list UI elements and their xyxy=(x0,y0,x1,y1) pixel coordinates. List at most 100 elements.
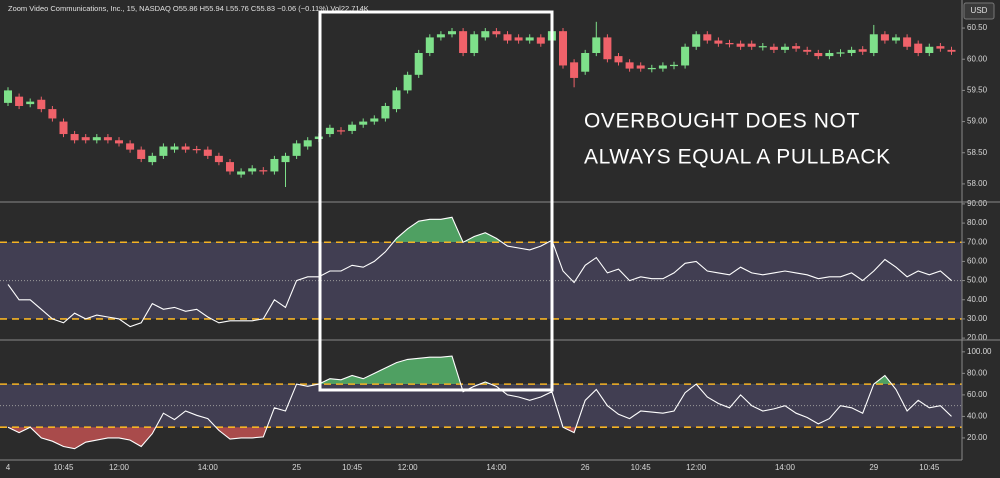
candle-body xyxy=(670,64,678,67)
y-tick-label: 59.00 xyxy=(967,117,988,126)
candle-body xyxy=(559,31,567,66)
x-tick-label: 14:00 xyxy=(198,463,219,472)
y-tick-label: 100.00 xyxy=(967,347,992,356)
candle-body xyxy=(769,46,778,50)
x-tick-label: 12:00 xyxy=(686,463,707,472)
candle-body xyxy=(348,124,357,131)
candle-body xyxy=(725,43,734,45)
candle-body xyxy=(115,140,123,144)
candle-body xyxy=(703,34,712,41)
candle-body xyxy=(26,101,35,105)
candle-body xyxy=(803,49,812,52)
y-tick-label: 90.00 xyxy=(967,199,988,208)
oscillator-line xyxy=(7,216,952,328)
candle-body xyxy=(692,34,701,47)
candle-body xyxy=(159,146,168,156)
candle-body xyxy=(936,46,945,49)
zone-fill xyxy=(8,427,952,449)
candle-body xyxy=(4,90,12,103)
candle-body xyxy=(259,170,268,172)
candle-body xyxy=(48,109,57,119)
candle-body xyxy=(92,137,101,141)
y-tick-label: 80.00 xyxy=(967,218,988,227)
candle-body xyxy=(858,49,867,52)
candle-body xyxy=(714,40,723,44)
candle-body xyxy=(70,134,79,141)
candle-body xyxy=(359,121,368,125)
x-tick-label: 26 xyxy=(581,463,590,472)
candle-body xyxy=(570,62,579,78)
candle-body xyxy=(914,43,923,53)
y-tick-label: 60.50 xyxy=(967,23,988,32)
candle-body xyxy=(248,168,257,172)
x-tick-label: 12:00 xyxy=(398,463,419,472)
candle-body xyxy=(148,155,157,163)
y-tick-label: 30.00 xyxy=(967,314,988,323)
candle-body xyxy=(825,52,834,57)
candle-body xyxy=(525,37,534,41)
candle-body xyxy=(403,74,412,91)
y-tick-label: 70.00 xyxy=(967,237,988,246)
candle-body xyxy=(237,171,246,175)
candle-body xyxy=(214,155,223,163)
candle-body xyxy=(170,146,179,150)
candle-body xyxy=(226,162,234,172)
candle-body xyxy=(592,37,601,53)
y-tick-label: 50.00 xyxy=(967,276,988,285)
candle-body xyxy=(381,105,390,119)
candle-body xyxy=(481,31,490,38)
candle-body xyxy=(470,34,479,53)
candle-body xyxy=(436,34,445,38)
zone-fill xyxy=(296,356,892,385)
candle-body xyxy=(103,137,112,141)
candle-body xyxy=(59,121,68,135)
candle-body xyxy=(15,96,24,106)
plot-layer: 60.50 60.00 59.50 59.00 58.50 58.00 90.00 80.00… xyxy=(0,21,992,472)
candle-body xyxy=(792,46,801,49)
candle-body xyxy=(281,155,290,163)
candle-body xyxy=(81,137,90,141)
candle-body xyxy=(747,43,756,47)
candle-body xyxy=(192,149,201,151)
currency-box xyxy=(963,2,995,20)
candle-body xyxy=(425,37,434,53)
annotation: ALWAYS EQUAL A PULLBACK xyxy=(584,146,891,169)
candle-body xyxy=(203,149,212,156)
y-tick-label: 58.00 xyxy=(967,179,988,188)
candle-body xyxy=(181,146,190,150)
x-tick-label: 14:00 xyxy=(775,463,796,472)
candle-body xyxy=(925,46,934,53)
candle-body xyxy=(880,34,889,41)
y-tick-label: 60.00 xyxy=(967,54,988,63)
annotation: OVERBOUGHT DOES NOT xyxy=(584,110,860,133)
candle-body xyxy=(392,90,401,110)
candle-body xyxy=(603,37,612,60)
candle-body xyxy=(647,67,656,70)
candle-body xyxy=(448,31,456,35)
y-tick-label: 40.00 xyxy=(967,295,988,304)
candle-body xyxy=(781,46,789,50)
x-tick-label: 10:45 xyxy=(342,463,363,472)
symbol-header: Zoom Video Communications, Inc., 15, NAS… xyxy=(8,4,369,13)
candle-body xyxy=(681,46,690,66)
candle-body xyxy=(536,37,545,44)
highlight-box xyxy=(318,10,554,392)
x-tick-label: 12:00 xyxy=(109,463,130,472)
x-tick-label: 10:45 xyxy=(919,463,940,472)
candle-body xyxy=(869,34,878,53)
candle-body xyxy=(758,46,767,48)
candle-body xyxy=(303,140,312,147)
candle-body xyxy=(270,158,279,172)
candle-body xyxy=(736,43,745,47)
candle-body xyxy=(947,49,956,52)
y-tick-label: 20.00 xyxy=(967,333,988,342)
y-tick-label: 40.00 xyxy=(967,412,988,421)
candle-body xyxy=(37,99,46,110)
x-tick-label: 14:00 xyxy=(486,463,507,472)
x-tick-label: 4 xyxy=(6,463,11,472)
candle-body xyxy=(658,65,667,69)
candle-body xyxy=(836,52,845,54)
y-tick-label: 58.50 xyxy=(967,148,988,157)
candle-body xyxy=(370,118,379,122)
